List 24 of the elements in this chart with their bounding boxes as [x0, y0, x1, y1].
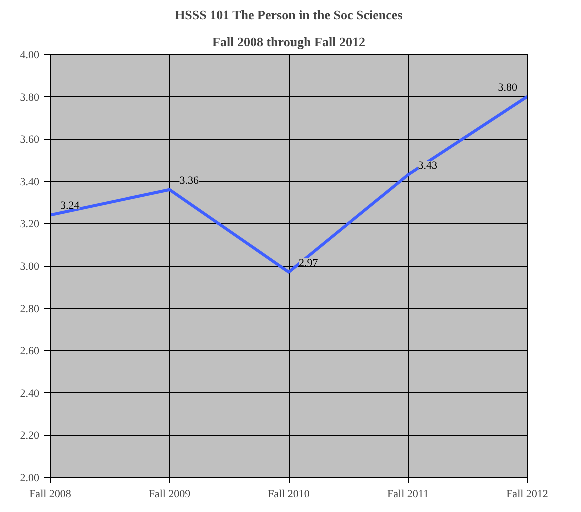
- y-tick-label: 2.40: [20, 388, 40, 400]
- x-tick-label: Fall 2011: [388, 488, 429, 500]
- data-label: 3.80: [498, 82, 518, 94]
- y-tick-label: 2.60: [20, 346, 40, 358]
- y-tick-label: 4.00: [20, 50, 40, 62]
- x-tick-label: Fall 2012: [506, 488, 548, 500]
- x-tick-label: Fall 2010: [268, 488, 310, 500]
- y-tick-label: 2.00: [20, 472, 40, 484]
- x-tick-label: Fall 2009: [148, 488, 192, 500]
- data-label: 3.36: [180, 174, 200, 187]
- chart-title: HSSS 101 The Person in the Soc Sciences: [175, 8, 403, 22]
- data-label: 2.97: [299, 257, 319, 270]
- line-series: [50, 95, 528, 274]
- y-tick-label: 3.80: [20, 92, 40, 104]
- y-tick-label: 3.20: [20, 218, 40, 231]
- chart-subtitle: Fall 2008 through Fall 2012: [212, 34, 366, 50]
- y-tick-label: 3.40: [20, 176, 40, 188]
- data-label: 3.24: [60, 200, 80, 212]
- data-label: 3.43: [418, 160, 438, 172]
- y-tick-label: 2.80: [20, 303, 40, 316]
- x-tick-label: Fall 2008: [30, 488, 72, 500]
- y-tick-label: 3.60: [20, 134, 40, 146]
- y-tick-label: 3.00: [20, 261, 40, 273]
- y-tick-label: 2.20: [20, 430, 40, 442]
